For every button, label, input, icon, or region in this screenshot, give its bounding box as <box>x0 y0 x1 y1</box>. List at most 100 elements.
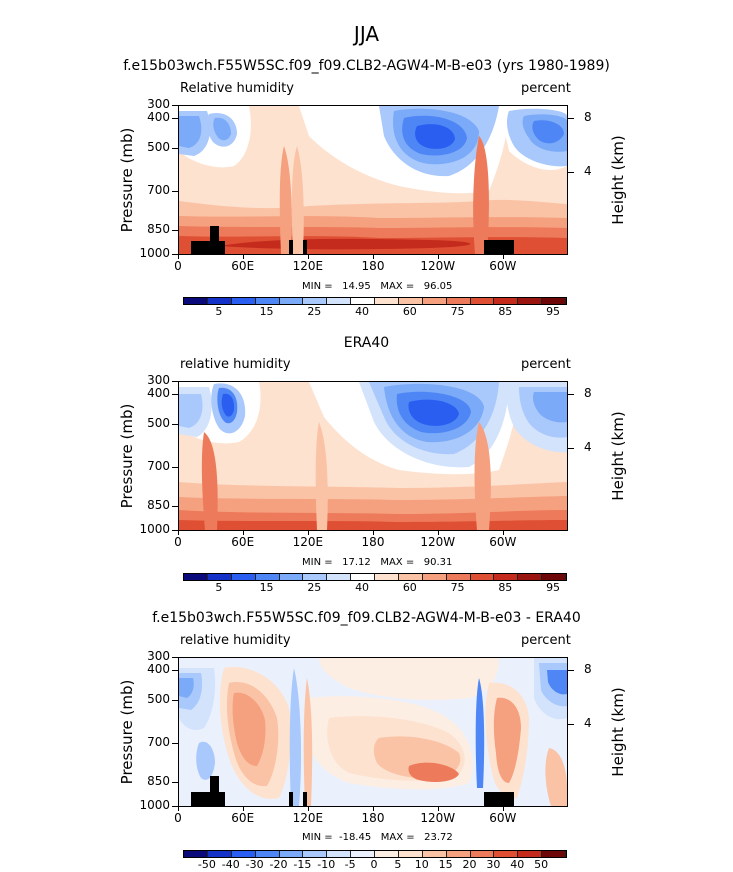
panel-2-ytick-mark <box>172 424 178 426</box>
panel-2-xtick-label: 180 <box>361 535 385 549</box>
panel-3-minmax: MIN = -18.45 MAX = 23.72 <box>302 832 453 843</box>
panel-1-pressure-axis-title: Pressure (mb) <box>118 127 136 233</box>
panel-1-ytick-label: 300 <box>147 97 170 111</box>
panel-3-colorbar-segment <box>303 851 328 857</box>
panel-3-contour-plot <box>178 657 568 807</box>
panel-3-ytick-label: 700 <box>147 735 170 750</box>
panel-3-xtick-label: 180 <box>361 811 385 825</box>
panel-1-units-label: percent <box>521 81 571 96</box>
panel-1-xtick-label: 60E <box>231 259 255 273</box>
panel-3-height-tick-mark <box>568 670 574 672</box>
panel-3-colorbar-label: -50 <box>197 858 216 871</box>
panel-1-height-tick-mark <box>568 118 574 120</box>
panel-1-colorbar-label: 60 <box>402 305 417 318</box>
panel-2-ytick-label: 300 <box>147 373 170 387</box>
panel-2-xtick-label: 60W <box>489 535 517 549</box>
panel-2-height-tick-mark <box>568 394 574 396</box>
panel-1-ytick-label: 700 <box>147 183 170 198</box>
panel-3-colorbar-label: 30 <box>486 858 501 871</box>
panel-2-colorbar-segment <box>255 574 280 580</box>
figure-title: JJA <box>353 22 380 46</box>
panel-1-colorbar-segment <box>327 298 352 304</box>
panel-2-title: ERA40 <box>343 335 390 351</box>
panel-3-colorbar-segment <box>494 851 519 857</box>
panel-2-ytick-label: 500 <box>147 416 170 431</box>
panel-3-colorbar-segment <box>470 851 495 857</box>
panel-2-xtick-label: 60E <box>231 535 255 549</box>
panel-2-xtick-mark <box>502 531 504 535</box>
panel-2-xtick-mark <box>373 531 374 535</box>
panel-1-colorbar-segment <box>542 298 566 304</box>
panel-2-colorbar-segment <box>375 574 399 580</box>
panel-1-colorbar-segment <box>422 298 447 304</box>
panel-1-colorbar <box>183 297 567 305</box>
panel-3-ytick-mark <box>172 782 178 784</box>
panel-3-title: f.e15b03wch.F55W5SC.f09_f09.CLB2-AGW4-M-… <box>152 610 581 626</box>
panel-2-xtick-mark <box>437 531 439 535</box>
panel-1-colorbar-segment <box>518 298 543 304</box>
panel-1-ytick-mark <box>172 148 178 150</box>
panel-2-height-tick-label: 4 <box>584 440 592 455</box>
panel-3-xtick-mark <box>373 807 374 811</box>
panel-2-colorbar-segment <box>518 574 543 580</box>
panel-3-xtick-label: 120W <box>420 811 456 825</box>
panel-3-colorbar-segment <box>422 851 447 857</box>
panel-3-xtick-label: 0 <box>174 811 182 825</box>
panel-2-colorbar-label: 40 <box>355 581 370 594</box>
panel-2-colorbar-label: 75 <box>450 581 465 594</box>
panel-3-xtick-mark <box>502 807 504 811</box>
panel-2-ytick-label: 1000 <box>139 522 170 536</box>
panel-3-height-tick-mark <box>568 724 574 726</box>
panel-2-colorbar-segment <box>184 574 208 580</box>
panel-3-colorbar-label: -15 <box>293 858 312 871</box>
panel-3-ytick-mark <box>172 657 178 658</box>
panel-2-ytick-label: 850 <box>147 498 170 513</box>
panel-3-ytick-mark <box>172 806 178 807</box>
panel-2-colorbar-segment <box>351 574 375 580</box>
panel-2-ytick-label: 400 <box>147 386 170 401</box>
panel-3-colorbar-segment <box>351 851 375 857</box>
panel-2-ytick-mark <box>172 381 178 382</box>
panel-1-colorbar-label: 85 <box>498 305 513 318</box>
panel-2-colorbar-segment <box>494 574 519 580</box>
panel-2-xtick-label: 120W <box>420 535 456 549</box>
panel-3-colorbar-label: 20 <box>462 858 477 871</box>
panel-1-colorbar-segment <box>231 298 256 304</box>
panel-2-xtick-mark <box>178 531 179 535</box>
panel-3-colorbar-segment <box>398 851 423 857</box>
panel-2-colorbar <box>183 573 567 581</box>
panel-3-height-tick-label: 8 <box>584 662 592 677</box>
panel-3-colorbar-segment <box>518 851 543 857</box>
panel-3-colorbar-segment <box>542 851 566 857</box>
panel-1-xtick-label: 0 <box>174 259 182 273</box>
panel-3-ytick-label: 1000 <box>139 798 170 812</box>
panel-1-colorbar-segment <box>494 298 519 304</box>
panel-3-colorbar-label: 40 <box>510 858 525 871</box>
panel-3-height-axis-title: Height (km) <box>609 687 627 777</box>
panel-1-ytick-mark <box>172 191 178 193</box>
panel-3-colorbar-label: -10 <box>317 858 336 871</box>
panel-2-variable-label: relative humidity <box>180 357 291 372</box>
panel-3-xtick-mark <box>242 807 244 811</box>
panel-2-pressure-axis-title: Pressure (mb) <box>118 403 136 509</box>
panel-1-ytick-label: 400 <box>147 110 170 125</box>
panel-2-colorbar-segment <box>542 574 566 580</box>
panel-3-colorbar-label: -40 <box>221 858 240 871</box>
panel-2-units-label: percent <box>521 357 571 372</box>
panel-3-colorbar-label: 15 <box>438 858 453 871</box>
panel-1-height-tick-label: 4 <box>584 164 592 179</box>
panel-2-colorbar-segment <box>327 574 352 580</box>
panel-1-ytick-label: 850 <box>147 222 170 237</box>
panel-1-xtick-mark <box>502 255 504 259</box>
panel-2-colorbar-segment <box>446 574 471 580</box>
panel-1-xtick-mark <box>307 255 309 259</box>
panel-3-colorbar-segment <box>255 851 280 857</box>
panel-1-colorbar-segment <box>398 298 423 304</box>
panel-1-colorbar-segment <box>255 298 280 304</box>
panel-1-colorbar-segment <box>279 298 304 304</box>
panel-1-xtick-mark <box>178 255 179 259</box>
panel-1-ytick-mark <box>172 230 178 232</box>
panel-3-ytick-label: 300 <box>147 649 170 663</box>
panel-2-colorbar-segment <box>231 574 256 580</box>
panel-2-colorbar-label: 5 <box>215 581 223 594</box>
